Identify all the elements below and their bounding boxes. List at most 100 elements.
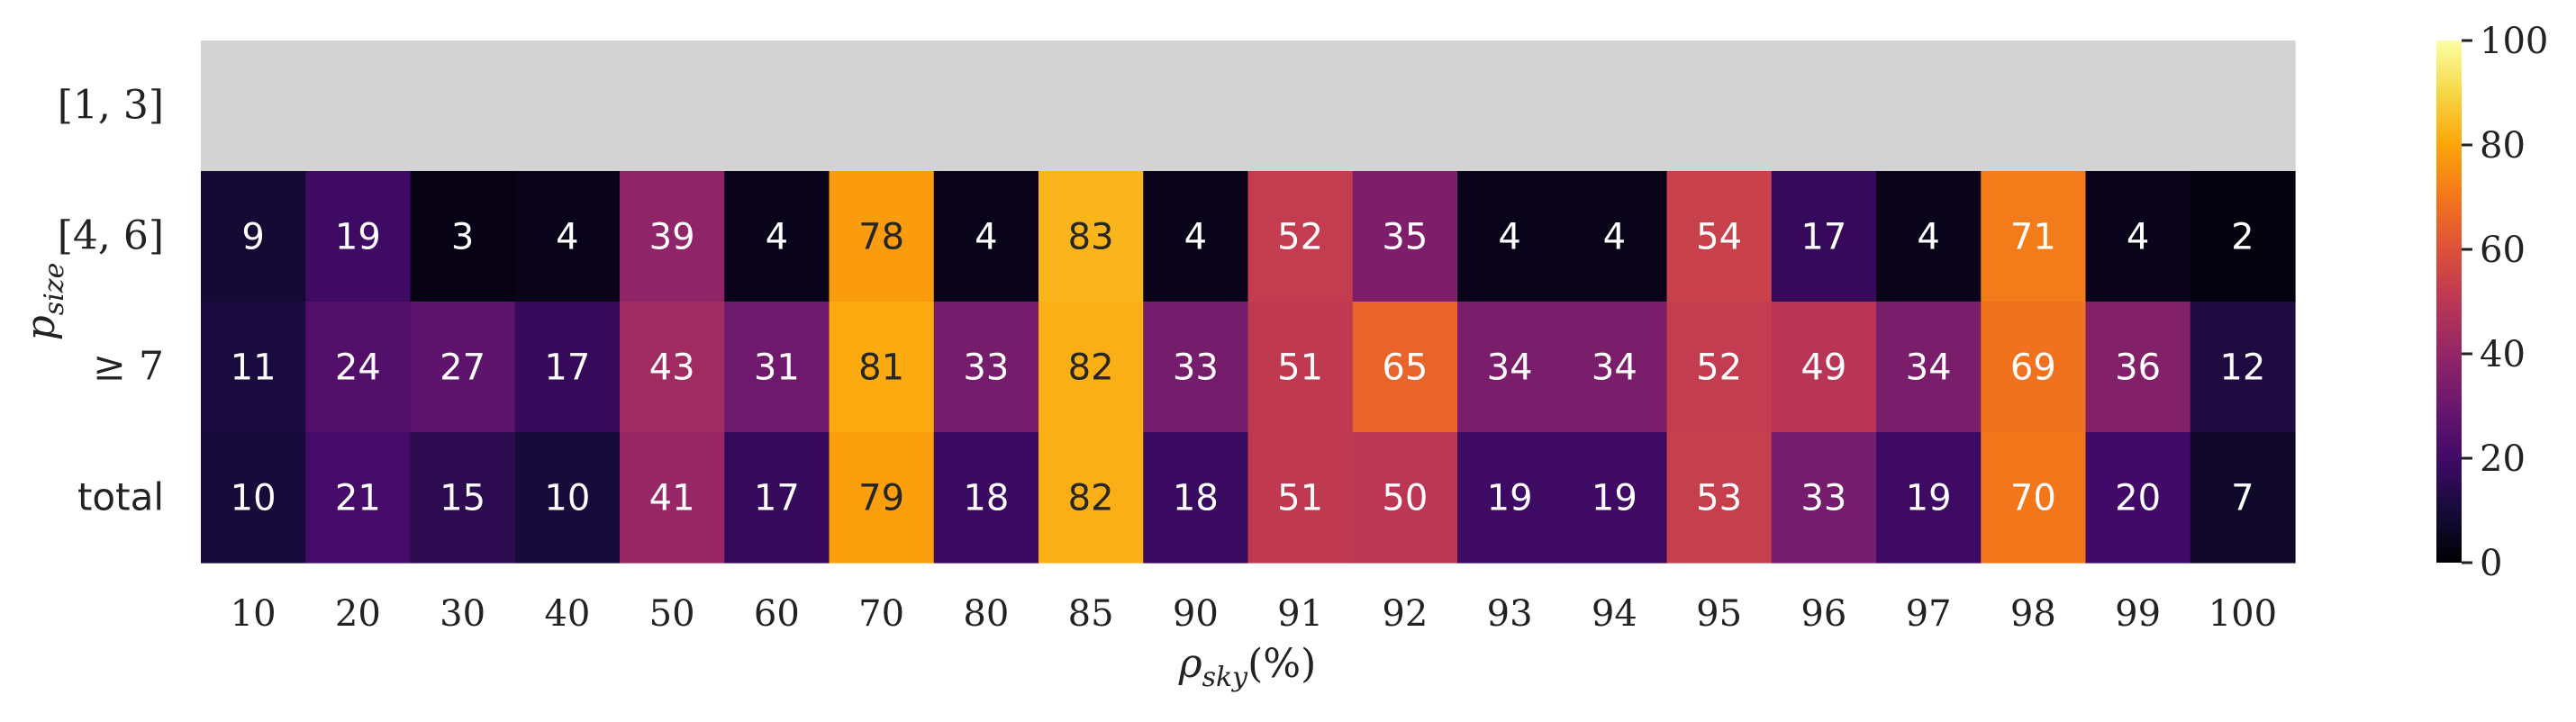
heatmap-cell <box>201 171 306 302</box>
cell-value-label: 33 <box>1800 478 1846 519</box>
x-tick-label: 94 <box>1592 593 1637 635</box>
heatmap-cell <box>1981 41 2087 172</box>
heatmap-cell <box>201 302 306 433</box>
heatmap-cell <box>2190 302 2296 433</box>
cell-value-label: 31 <box>754 347 800 389</box>
heatmap-cell <box>1039 41 1144 172</box>
x-axis-label-main: ρ <box>1178 641 1202 687</box>
cell-value-label: 4 <box>1603 217 1626 258</box>
heatmap-cell <box>1457 171 1563 302</box>
colorbar-tick-label: 100 <box>2480 21 2548 62</box>
heatmap-cell <box>2085 171 2191 302</box>
heatmap-cell <box>410 41 516 172</box>
heatmap-cell <box>1457 432 1563 564</box>
colorbar-tick-label: 40 <box>2480 334 2526 375</box>
x-tick-label: 40 <box>544 593 590 635</box>
x-tick-label: 70 <box>858 593 904 635</box>
heatmap-cell <box>1771 171 1877 302</box>
heatmap-cell <box>1981 171 2087 302</box>
x-tick-label: 97 <box>1906 593 1952 635</box>
heatmap-cell <box>1457 302 1563 433</box>
x-tick-label: 99 <box>2115 593 2161 635</box>
cell-value-label: 19 <box>1487 478 1533 519</box>
cell-value-label: 7 <box>2231 478 2254 519</box>
heatmap-cell <box>829 432 935 564</box>
cell-value-label: 39 <box>649 217 695 258</box>
cell-value-label: 10 <box>231 478 277 519</box>
heatmap-cell <box>1876 432 1982 564</box>
heatmap-cell <box>724 41 830 172</box>
cell-value-label: 82 <box>1068 347 1114 389</box>
heatmap-cell <box>724 432 830 564</box>
x-axis-label: ρsky(%) <box>1178 641 1317 693</box>
heatmap-cell <box>1562 432 1668 564</box>
x-tick-label: 85 <box>1068 593 1114 635</box>
x-axis-label-sub: sky <box>1202 662 1249 693</box>
heatmap-cell <box>1143 171 1249 302</box>
cell-value-label: 53 <box>1696 478 1742 519</box>
heatmap-cell <box>933 432 1039 564</box>
heatmap-cell <box>1247 41 1354 172</box>
heatmap-cell <box>1562 41 1668 172</box>
heatmap-cell <box>1981 302 2087 433</box>
heatmap-cell <box>1666 41 1773 172</box>
heatmap-cell <box>933 171 1039 302</box>
heatmap-cell <box>1666 432 1773 564</box>
heatmap-cell <box>1352 302 1458 433</box>
heatmap-cell <box>1981 432 2087 564</box>
x-tick-label: 90 <box>1173 593 1219 635</box>
heatmap-cell <box>410 302 516 433</box>
heatmap-cell <box>724 302 830 433</box>
heatmap-cell <box>1457 41 1563 172</box>
cell-value-label: 18 <box>1173 478 1219 519</box>
heatmap-cell <box>514 41 621 172</box>
cell-value-label: 2 <box>2231 217 2254 258</box>
x-tick-label: 50 <box>649 593 695 635</box>
cell-value-label: 78 <box>858 217 904 258</box>
y-axis-label-sub: size <box>39 263 70 316</box>
cell-value-label: 17 <box>1800 217 1846 258</box>
colorbar-ticks: 0 20 40 60 80 100 <box>2462 21 2548 584</box>
cell-value-label: 21 <box>335 478 381 519</box>
cell-value-label: 3 <box>451 217 474 258</box>
colorbar-tick-label: 80 <box>2480 125 2526 167</box>
heatmap-cell <box>1247 302 1354 433</box>
heatmap-cell <box>305 41 412 172</box>
cell-value-label: 71 <box>2010 217 2056 258</box>
y-tick-labels: [1, 3] [4, 6] ≥ 7 total <box>58 83 164 519</box>
heatmap-cell <box>1352 171 1458 302</box>
heatmap-cell <box>1352 41 1458 172</box>
heatmap-cell <box>1143 432 1249 564</box>
cell-value-label: 17 <box>544 347 590 389</box>
heatmap-cell <box>1352 432 1458 564</box>
cell-value-label: 17 <box>754 478 800 519</box>
x-tick-label: 98 <box>2010 593 2056 635</box>
cell-value-label: 51 <box>1277 478 1323 519</box>
cell-value-label: 33 <box>963 347 1009 389</box>
heatmap-cell <box>1771 302 1877 433</box>
cell-value-label: 4 <box>975 217 997 258</box>
cell-value-label: 27 <box>440 347 485 389</box>
cell-value-label: 4 <box>1184 217 1207 258</box>
heatmap-cell <box>1039 432 1144 564</box>
heatmap-cell <box>2190 171 2296 302</box>
cell-value-label: 18 <box>963 478 1009 519</box>
cell-value-label: 70 <box>2010 478 2056 519</box>
cell-value-label: 52 <box>1277 217 1323 258</box>
cell-value-label: 50 <box>1382 478 1428 519</box>
colorbar-tick-label: 0 <box>2480 543 2502 584</box>
y-axis-label-main: p <box>18 315 64 340</box>
heatmap-cell <box>829 41 935 172</box>
heatmap-cell <box>1247 171 1354 302</box>
cell-value-label: 4 <box>2127 217 2149 258</box>
cell-value-label: 41 <box>649 478 695 519</box>
cell-value-label: 65 <box>1382 347 1428 389</box>
x-axis-label-suffix: (%) <box>1247 641 1316 687</box>
x-tick-label: 60 <box>754 593 800 635</box>
heatmap-cell <box>201 41 306 172</box>
cell-value-label: 19 <box>1906 478 1952 519</box>
cell-value-label: 12 <box>2219 347 2265 389</box>
heatmap-cell <box>201 432 306 564</box>
heatmap-cell <box>410 171 516 302</box>
